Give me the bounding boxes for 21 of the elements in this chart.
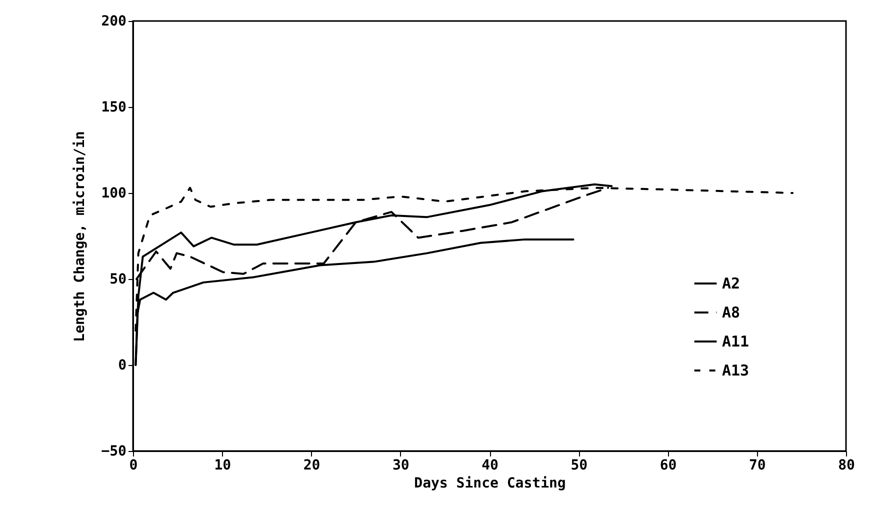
x-tick-label: 10 <box>214 458 232 474</box>
y-axis-title: Length Change, microin/in <box>72 131 88 342</box>
y-tick-label: 0 <box>118 358 126 374</box>
y-tick-label: 200 <box>101 14 126 30</box>
x-tick-label: 60 <box>660 458 677 474</box>
legend-label: A13 <box>722 362 750 380</box>
y-tick-label: 50 <box>110 272 126 288</box>
x-tick-label: 20 <box>303 458 320 474</box>
x-tick-label: 40 <box>482 458 498 474</box>
y-tick-label: 150 <box>101 100 126 116</box>
x-tick-label: 70 <box>748 458 766 474</box>
x-tick-label: 80 <box>838 458 855 474</box>
legend-label: A2 <box>722 274 740 292</box>
legend-label: A8 <box>722 304 740 322</box>
x-tick-label: 50 <box>570 458 588 474</box>
x-tick-label: 0 <box>129 458 138 474</box>
y-tick-label: 100 <box>101 186 126 202</box>
x-axis-title: Days Since Casting <box>414 476 566 492</box>
x-tick-label: 30 <box>392 458 410 474</box>
y-tick-label: −50 <box>101 444 126 460</box>
legend-label: A11 <box>722 332 750 350</box>
